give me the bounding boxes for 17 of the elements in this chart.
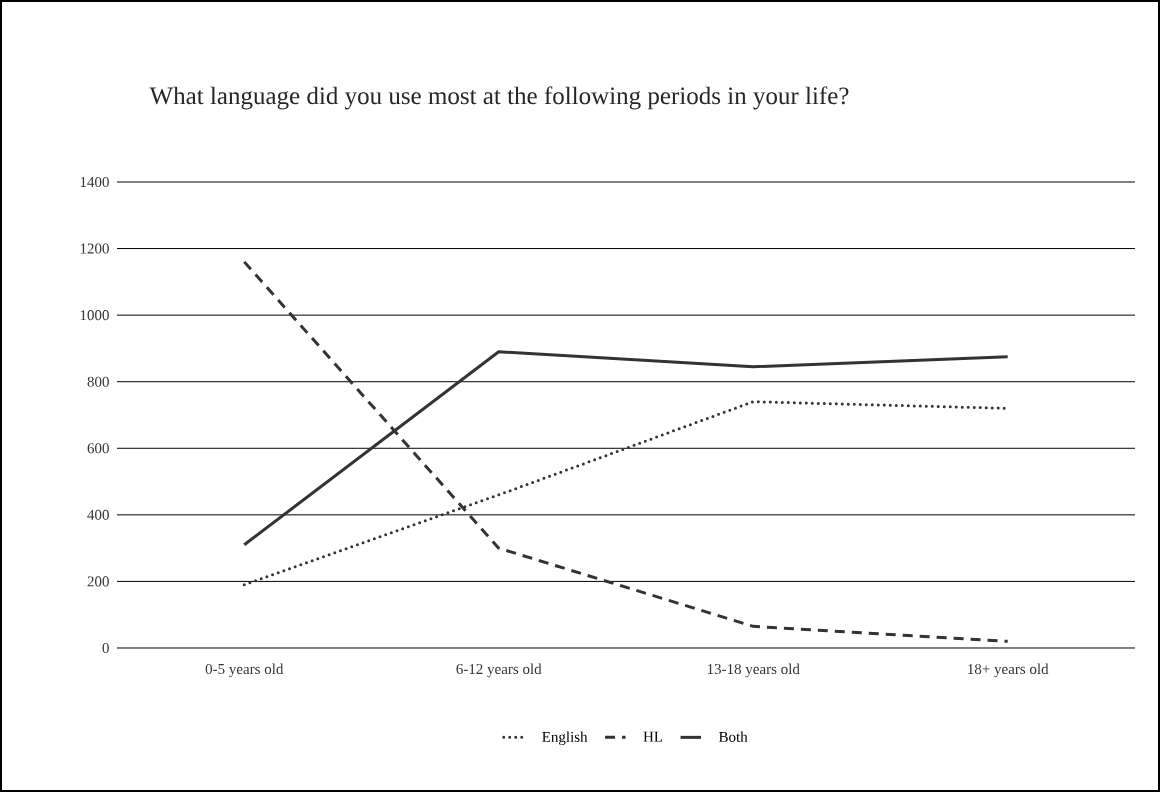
x-tick-label: 0-5 years old — [205, 663, 284, 678]
line-series — [242, 260, 1010, 643]
y-tick-label: 1400 — [80, 176, 109, 188]
y-tick-label: 0 — [102, 642, 109, 654]
chart-title: What language did you use most at the following periods in your life? — [149, 86, 849, 110]
y-tick-label: 600 — [87, 443, 109, 454]
legend-label: Both — [718, 731, 748, 742]
y-tick-label: 1000 — [80, 310, 109, 321]
y-tick-label: 200 — [87, 576, 109, 587]
x-tick-label: 13-18 years old — [707, 663, 800, 678]
x-tick-label: 6-12 years old — [456, 663, 542, 678]
legend-label: HL — [643, 731, 663, 742]
y-tick-label: 800 — [87, 376, 109, 387]
y-tick-label: 1200 — [80, 243, 109, 254]
legend-label: English — [542, 731, 588, 746]
y-tick-label: 400 — [87, 509, 109, 520]
x-tick-label: 18+ years old — [968, 663, 1049, 678]
